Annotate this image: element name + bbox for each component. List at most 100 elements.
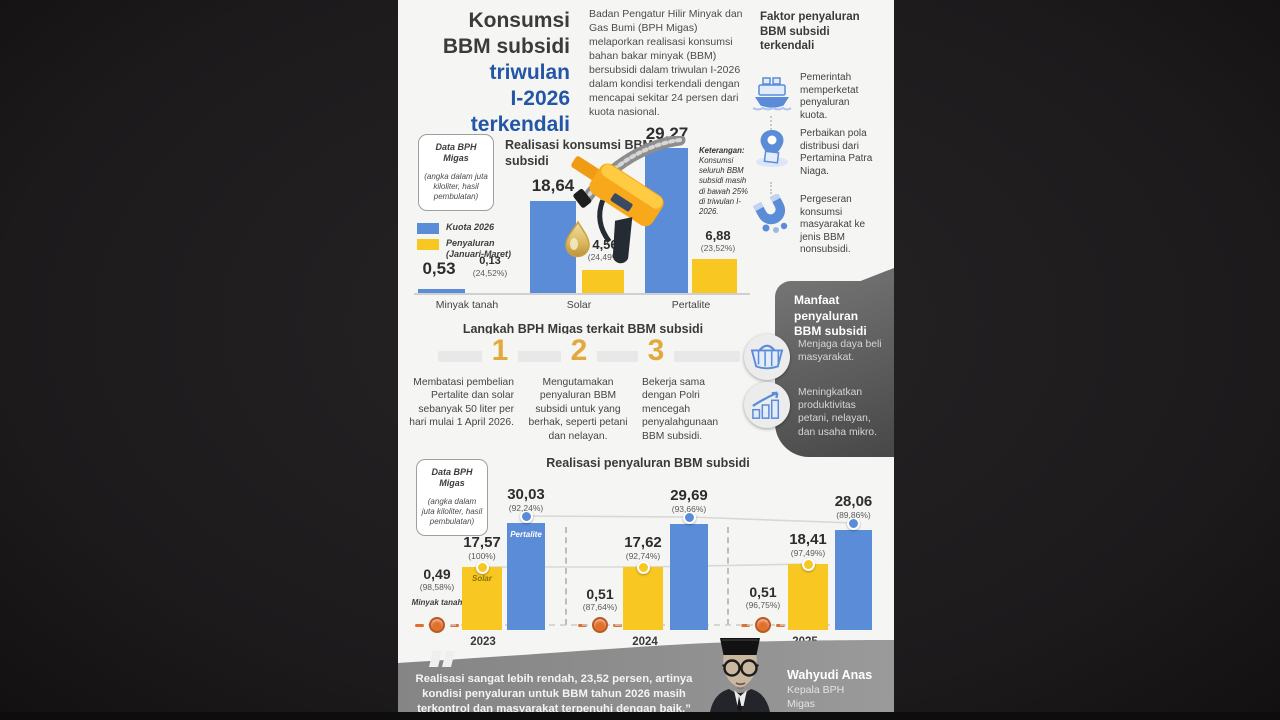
chart1-note-body: Konsumsi seluruh BBM subsidi masih di ba… [699, 156, 748, 216]
bar-solar-2023 [462, 567, 502, 630]
divider-dotted [770, 182, 774, 194]
chart2-separator-0 [565, 527, 567, 625]
chart1-title: Realisasi konsumsi BBM subsidi [505, 138, 653, 169]
value-minyak-tanah-2023: 0,49 [423, 566, 451, 582]
chart2-separator-1 [727, 527, 729, 625]
dash-right-2024 [613, 623, 622, 627]
portrait-wahyudi-anas [698, 633, 782, 712]
dash-right-2023 [450, 623, 459, 627]
manfaat-text: Menjaga daya beli masyarakat. [798, 339, 882, 364]
step-text-1: Membatasi pembelian Pertalite dan solar … [409, 377, 514, 429]
year-label-2024: 2024 [632, 636, 658, 648]
pct-solar-2025: (97,49%) [790, 548, 826, 558]
chart1-note: Keterangan: Konsumsi seluruh BBM subsidi … [699, 146, 751, 217]
bar-pertalite-2023 [507, 523, 545, 630]
map-pin-icon [750, 128, 794, 168]
bar-penyaluran-2 [692, 259, 737, 293]
chart1-note-title: Keterangan: [699, 146, 745, 155]
manfaat-box [775, 281, 894, 457]
data-note-body: (angka dalam juta kiloliter, hasil pembu… [421, 496, 483, 527]
fuel-nozzle-icon [548, 136, 698, 268]
manfaat-title: Manfaat penyaluran BBM subsidi [794, 293, 867, 339]
factor-text: Pergeseran konsumsi masyarakat ke jenis … [800, 194, 866, 255]
factor-item: Perbaikan pola distribusi dari Pertamina… [750, 128, 878, 178]
bar-solar-2025 [788, 564, 828, 630]
manfaat-text: Meningkatkan produktivitas petani, nelay… [798, 387, 877, 438]
bar-pertalite-2024 [670, 524, 708, 630]
quote-icon [429, 651, 461, 667]
page-title-blue: triwulan I-2026 terkendali [470, 61, 570, 136]
value-kuota-1: 18,64 [531, 176, 575, 195]
marker-minyak-tanah-2024 [592, 617, 608, 633]
year-label-2023: 2023 [470, 636, 496, 648]
value-penyaluran-2: 6,88 [705, 228, 731, 243]
pct-penyaluran-2: (23,52%) [700, 243, 736, 253]
category-label-0: Minyak tanah [435, 299, 499, 311]
dash-right-2025 [776, 623, 785, 627]
data-note-body: (angka dalam juta kiloliter, hasil pembu… [424, 171, 488, 202]
factors-title: Faktor penyaluran BBM subsidi terkendali [760, 11, 860, 53]
legend-label: Kuota 2026 [446, 222, 495, 232]
page-title: Konsumsi BBM subsidi triwulan I-2026 ter… [412, 8, 570, 138]
value-minyak-tanah-2025: 0,51 [749, 584, 777, 600]
bar-kuota-0 [418, 289, 465, 293]
series-label-minyak-tanah: Minyak tanah [411, 598, 463, 607]
factor-item: Pemerintah memperketat penyaluran kuota. [750, 72, 878, 122]
quote-band [398, 640, 894, 712]
marker-minyak-tanah-2025 [755, 617, 771, 633]
pct-pertalite-2025: (89,86%) [836, 510, 871, 520]
category-label-2: Pertalite [671, 299, 711, 311]
bar-pertalite-2025 [835, 530, 872, 630]
marker-solar-2025 [801, 557, 815, 571]
person-name: Wahyudi Anas [787, 668, 873, 682]
legend-item-penyaluran: Penyaluran (Januari-Maret) [417, 238, 516, 261]
step-text-3: Bekerja sama dengan Polri mencegah penya… [642, 377, 719, 442]
data-source-note: Data BPH Migas (angka dalam juta kilolit… [418, 134, 494, 211]
langkah-title: Langkah BPH Migas terkait BBM subsidi [462, 322, 704, 336]
factor-item: Pergeseran konsumsi masyarakat ke jenis … [750, 194, 878, 257]
value-kuota-0: 0,53 [422, 259, 456, 278]
manfaat-item: Menjaga daya beli masyarakat. [744, 334, 890, 380]
pct-solar-2024: (92,74%) [625, 551, 661, 561]
marker-solar-2024 [636, 560, 650, 574]
pct-minyak-tanah-2023: (98,58%) [419, 582, 455, 592]
growth-icon [744, 382, 790, 428]
data-source-note: Data BPH Migas (angka dalam juta kilolit… [416, 459, 488, 536]
manfaat-box-corner [858, 268, 894, 282]
value-solar-2024: 17,62 [624, 534, 662, 551]
divider-dotted [770, 116, 774, 130]
step-number-2: 2 [561, 334, 597, 368]
factor-text: Perbaikan pola distribusi dari Pertamina… [800, 128, 873, 177]
legend-swatch-blue [417, 223, 439, 234]
pct-penyaluran-0: (24,52%) [472, 268, 508, 278]
value-solar-2025: 18,41 [789, 531, 827, 548]
pct-minyak-tanah-2025: (96,75%) [745, 600, 781, 610]
value-solar-2023: 17,57 [463, 534, 501, 551]
value-pertalite-2025: 28,06 [834, 493, 873, 510]
factor-text: Pemerintah memperketat penyaluran kuota. [800, 72, 859, 121]
bottom-strip [0, 712, 1280, 720]
value-pertalite-2024: 29,69 [670, 487, 708, 504]
page-title-dark: Konsumsi BBM subsidi [442, 9, 570, 58]
ship-icon [750, 72, 794, 112]
magnet-icon [750, 194, 794, 234]
person-role: Kepala BPH Migas [787, 684, 845, 710]
marker-minyak-tanah-2023 [429, 617, 445, 633]
value-minyak-tanah-2024: 0,51 [586, 586, 614, 602]
dash-left-2024 [578, 623, 587, 627]
pct-solar-2023: (100%) [468, 551, 496, 561]
chart2-title: Realisasi penyaluran BBM subsidi [546, 456, 750, 470]
data-note-title: Data BPH Migas [435, 142, 477, 164]
pct-minyak-tanah-2024: (87,64%) [582, 602, 618, 612]
step-number-1: 1 [482, 334, 518, 368]
intro-paragraph: Badan Pengatur Hilir Minyak dan Gas Bumi… [589, 8, 743, 119]
pct-penyaluran-1: (24,49%) [587, 252, 623, 262]
step-number-3: 3 [638, 334, 674, 368]
category-label-1: Solar [566, 299, 592, 311]
pct-pertalite-2024: (93,66%) [671, 504, 707, 514]
value-penyaluran-0: 0,13 [479, 255, 501, 267]
value-penyaluran-1: 4,56 [592, 237, 618, 252]
pct-pertalite-2023: (92,24%) [508, 503, 544, 513]
dash-left-2023 [415, 623, 424, 627]
